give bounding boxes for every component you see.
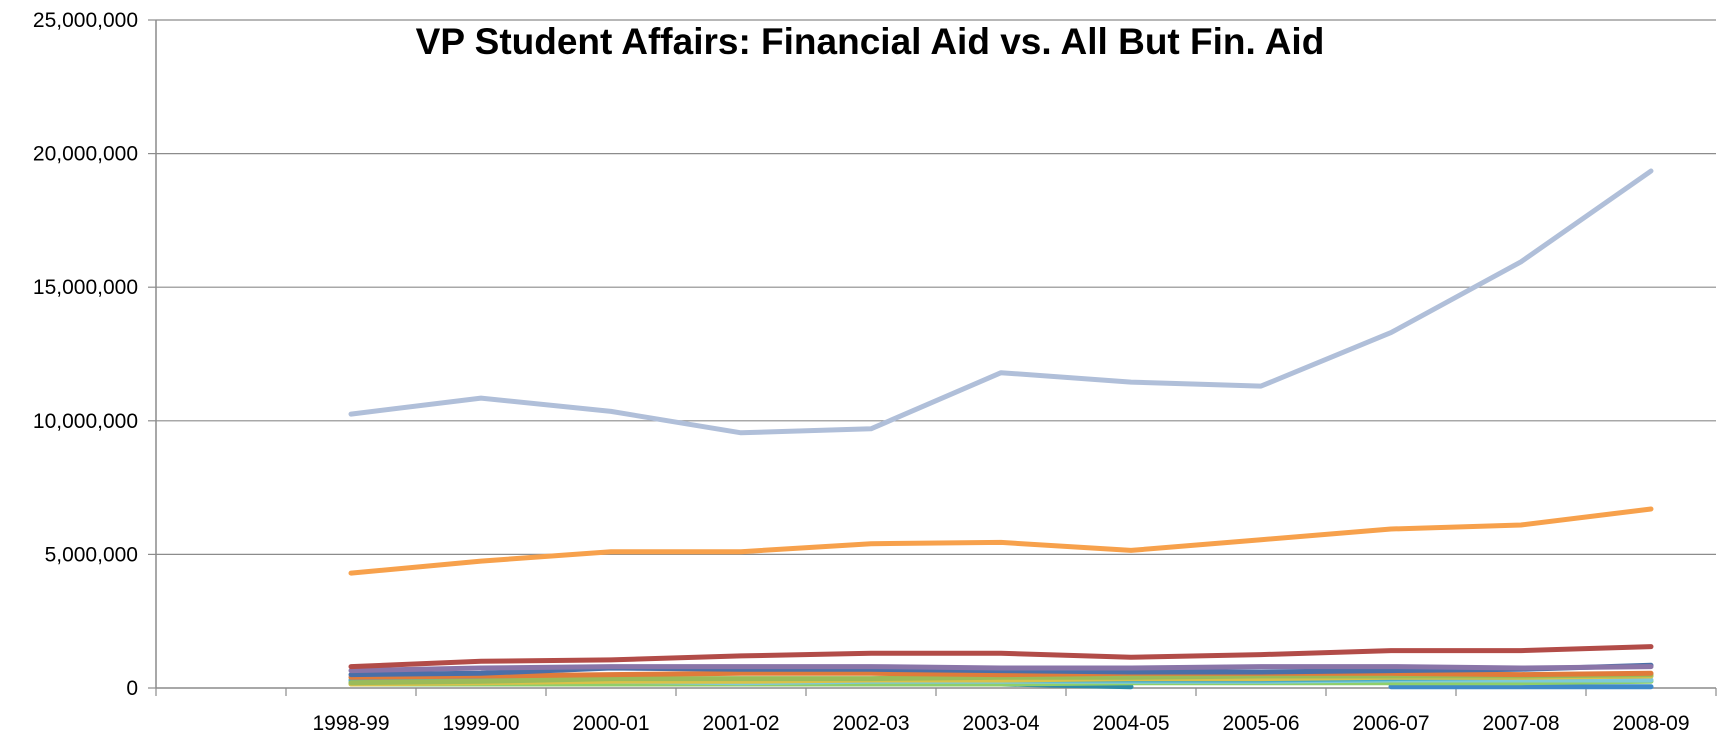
y-tick-label: 20,000,000 bbox=[33, 143, 138, 166]
series-line bbox=[348, 644, 1654, 670]
x-tick-label: 1999-00 bbox=[442, 712, 519, 735]
x-tick-label: 2002-03 bbox=[832, 712, 909, 735]
gridlines bbox=[156, 19, 1716, 556]
series-lines bbox=[348, 168, 1654, 690]
series-line bbox=[348, 506, 1654, 576]
y-tick-label: 0 bbox=[126, 677, 138, 700]
y-axis-tick-labels: 0 5,000,000 10,000,000 15,000,000 20,000,000… bbox=[33, 9, 138, 700]
series-line bbox=[348, 670, 1654, 680]
x-tick-label: 1998-99 bbox=[312, 712, 389, 735]
x-tick-label: 2005-06 bbox=[1222, 712, 1299, 735]
series-line bbox=[348, 664, 1654, 674]
series-line bbox=[348, 168, 1654, 436]
x-tick-label: 2006-07 bbox=[1352, 712, 1429, 735]
y-tick-label: 10,000,000 bbox=[33, 410, 138, 433]
x-axis-tick-labels: 1998-99 1999-00 2000-01 2001-02 2002-03 2003-… bbox=[312, 712, 1689, 735]
y-tick-label: 25,000,000 bbox=[33, 9, 138, 32]
x-tick-label: 2004-05 bbox=[1092, 712, 1169, 735]
x-tick-label: 2007-08 bbox=[1482, 712, 1559, 735]
x-tick-label: 2003-04 bbox=[962, 712, 1039, 735]
x-tick-label: 2008-09 bbox=[1612, 712, 1689, 735]
axes bbox=[148, 19, 1717, 696]
x-tick-label: 2000-01 bbox=[572, 712, 649, 735]
x-tick-label: 2001-02 bbox=[702, 712, 779, 735]
series-line bbox=[348, 662, 1654, 678]
y-tick-label: 15,000,000 bbox=[33, 276, 138, 299]
chart-title: VP Student Affairs: Financial Aid vs. Al… bbox=[416, 21, 1325, 62]
y-tick-label: 5,000,000 bbox=[45, 543, 138, 566]
